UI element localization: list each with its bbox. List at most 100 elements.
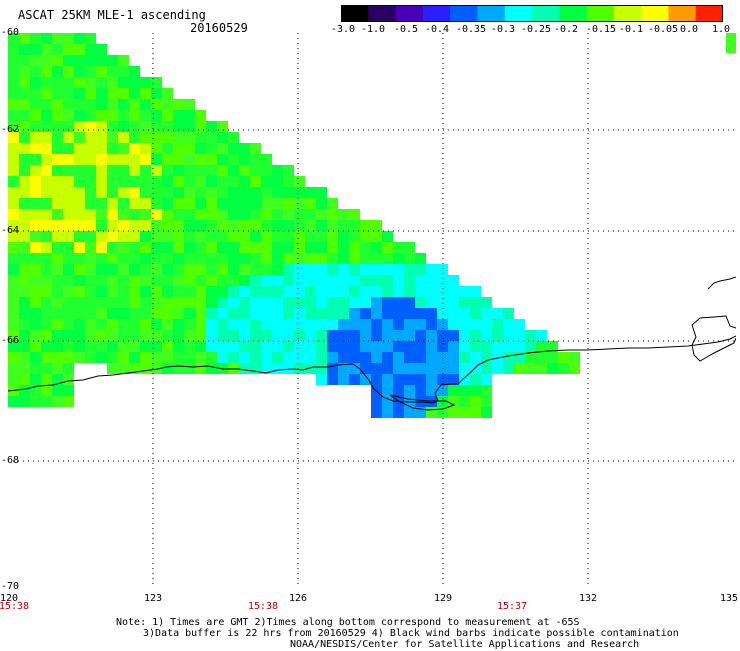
wind-cell — [63, 110, 74, 121]
wind-cell — [8, 88, 19, 99]
wind-cell — [217, 231, 228, 242]
wind-cell — [305, 330, 316, 341]
wind-cell — [316, 275, 327, 286]
wind-cell — [316, 187, 327, 198]
wind-cell — [558, 363, 569, 374]
wind-cell — [107, 154, 118, 165]
wind-cell — [63, 88, 74, 99]
wind-cell — [547, 341, 558, 352]
wind-cell — [140, 176, 151, 187]
wind-cell — [371, 319, 382, 330]
footer-note-3: NOAA/NESDIS/Center for Satellite Applica… — [290, 639, 640, 650]
wind-cell — [393, 363, 404, 374]
wind-cell — [481, 297, 492, 308]
wind-cell — [41, 209, 52, 220]
wind-cell — [184, 363, 195, 374]
wind-cell — [118, 66, 129, 77]
wind-cell — [393, 286, 404, 297]
wind-cell — [173, 253, 184, 264]
wind-cell — [195, 220, 206, 231]
wind-cell — [261, 198, 272, 209]
wind-cell — [41, 396, 52, 407]
wind-cell — [217, 264, 228, 275]
wind-cell — [437, 264, 448, 275]
wind-cell — [151, 165, 162, 176]
wind-cell — [19, 55, 30, 66]
wind-cell — [118, 209, 129, 220]
wind-cell — [206, 352, 217, 363]
wind-cell — [492, 363, 503, 374]
wind-cell — [41, 77, 52, 88]
colorbar-label-9: -0.15 — [585, 24, 617, 35]
wind-cell — [349, 374, 360, 385]
wind-cell — [228, 143, 239, 154]
wind-cell — [184, 165, 195, 176]
wind-cell — [206, 231, 217, 242]
wind-cell — [404, 363, 415, 374]
wind-cell — [140, 88, 151, 99]
wind-cell — [140, 264, 151, 275]
wind-cell — [217, 253, 228, 264]
wind-cell — [129, 176, 140, 187]
wind-cell — [360, 286, 371, 297]
wind-cell — [41, 385, 52, 396]
wind-cell — [217, 209, 228, 220]
wind-map — [8, 33, 736, 587]
wind-cell — [8, 55, 19, 66]
wind-cell — [272, 220, 283, 231]
wind-cell — [74, 132, 85, 143]
wind-cell — [393, 253, 404, 264]
wind-cell — [74, 121, 85, 132]
wind-cell — [30, 33, 41, 44]
wind-cell — [283, 286, 294, 297]
wind-cell — [107, 319, 118, 330]
wind-cell — [382, 407, 393, 418]
wind-cell — [129, 297, 140, 308]
wind-cell — [140, 308, 151, 319]
wind-cell — [129, 187, 140, 198]
wind-cell — [129, 77, 140, 88]
wind-cell — [63, 121, 74, 132]
wind-cell — [404, 407, 415, 418]
wind-cell — [261, 209, 272, 220]
wind-cell — [162, 253, 173, 264]
wind-cell — [184, 110, 195, 121]
wind-cell — [459, 374, 470, 385]
wind-cell — [19, 286, 30, 297]
wind-cell — [327, 253, 338, 264]
wind-cell — [173, 220, 184, 231]
wind-cell — [338, 352, 349, 363]
wind-cell — [140, 330, 151, 341]
wind-cell — [250, 165, 261, 176]
wind-cell — [371, 220, 382, 231]
wind-cell — [8, 374, 19, 385]
wind-cell — [195, 352, 206, 363]
wind-cell — [272, 165, 283, 176]
wind-cell — [96, 110, 107, 121]
wind-cell — [316, 220, 327, 231]
wind-cell — [151, 187, 162, 198]
wind-cell — [470, 308, 481, 319]
wind-cell — [85, 154, 96, 165]
wind-cell — [459, 297, 470, 308]
wind-cell — [338, 297, 349, 308]
wind-cell — [470, 396, 481, 407]
wind-cell — [272, 363, 283, 374]
wind-cell — [19, 275, 30, 286]
wind-cell — [30, 363, 41, 374]
wind-cell — [382, 286, 393, 297]
wind-cell — [41, 242, 52, 253]
wind-cell — [503, 319, 514, 330]
wind-cell — [206, 165, 217, 176]
wind-cell — [85, 88, 96, 99]
wind-cell — [140, 154, 151, 165]
wind-cell — [74, 341, 85, 352]
wind-cell — [481, 374, 492, 385]
wind-cell — [294, 253, 305, 264]
wind-cell — [118, 154, 129, 165]
wind-cell — [261, 308, 272, 319]
wind-cell — [371, 242, 382, 253]
wind-cell — [327, 363, 338, 374]
wind-cell — [206, 363, 217, 374]
wind-cell — [96, 297, 107, 308]
